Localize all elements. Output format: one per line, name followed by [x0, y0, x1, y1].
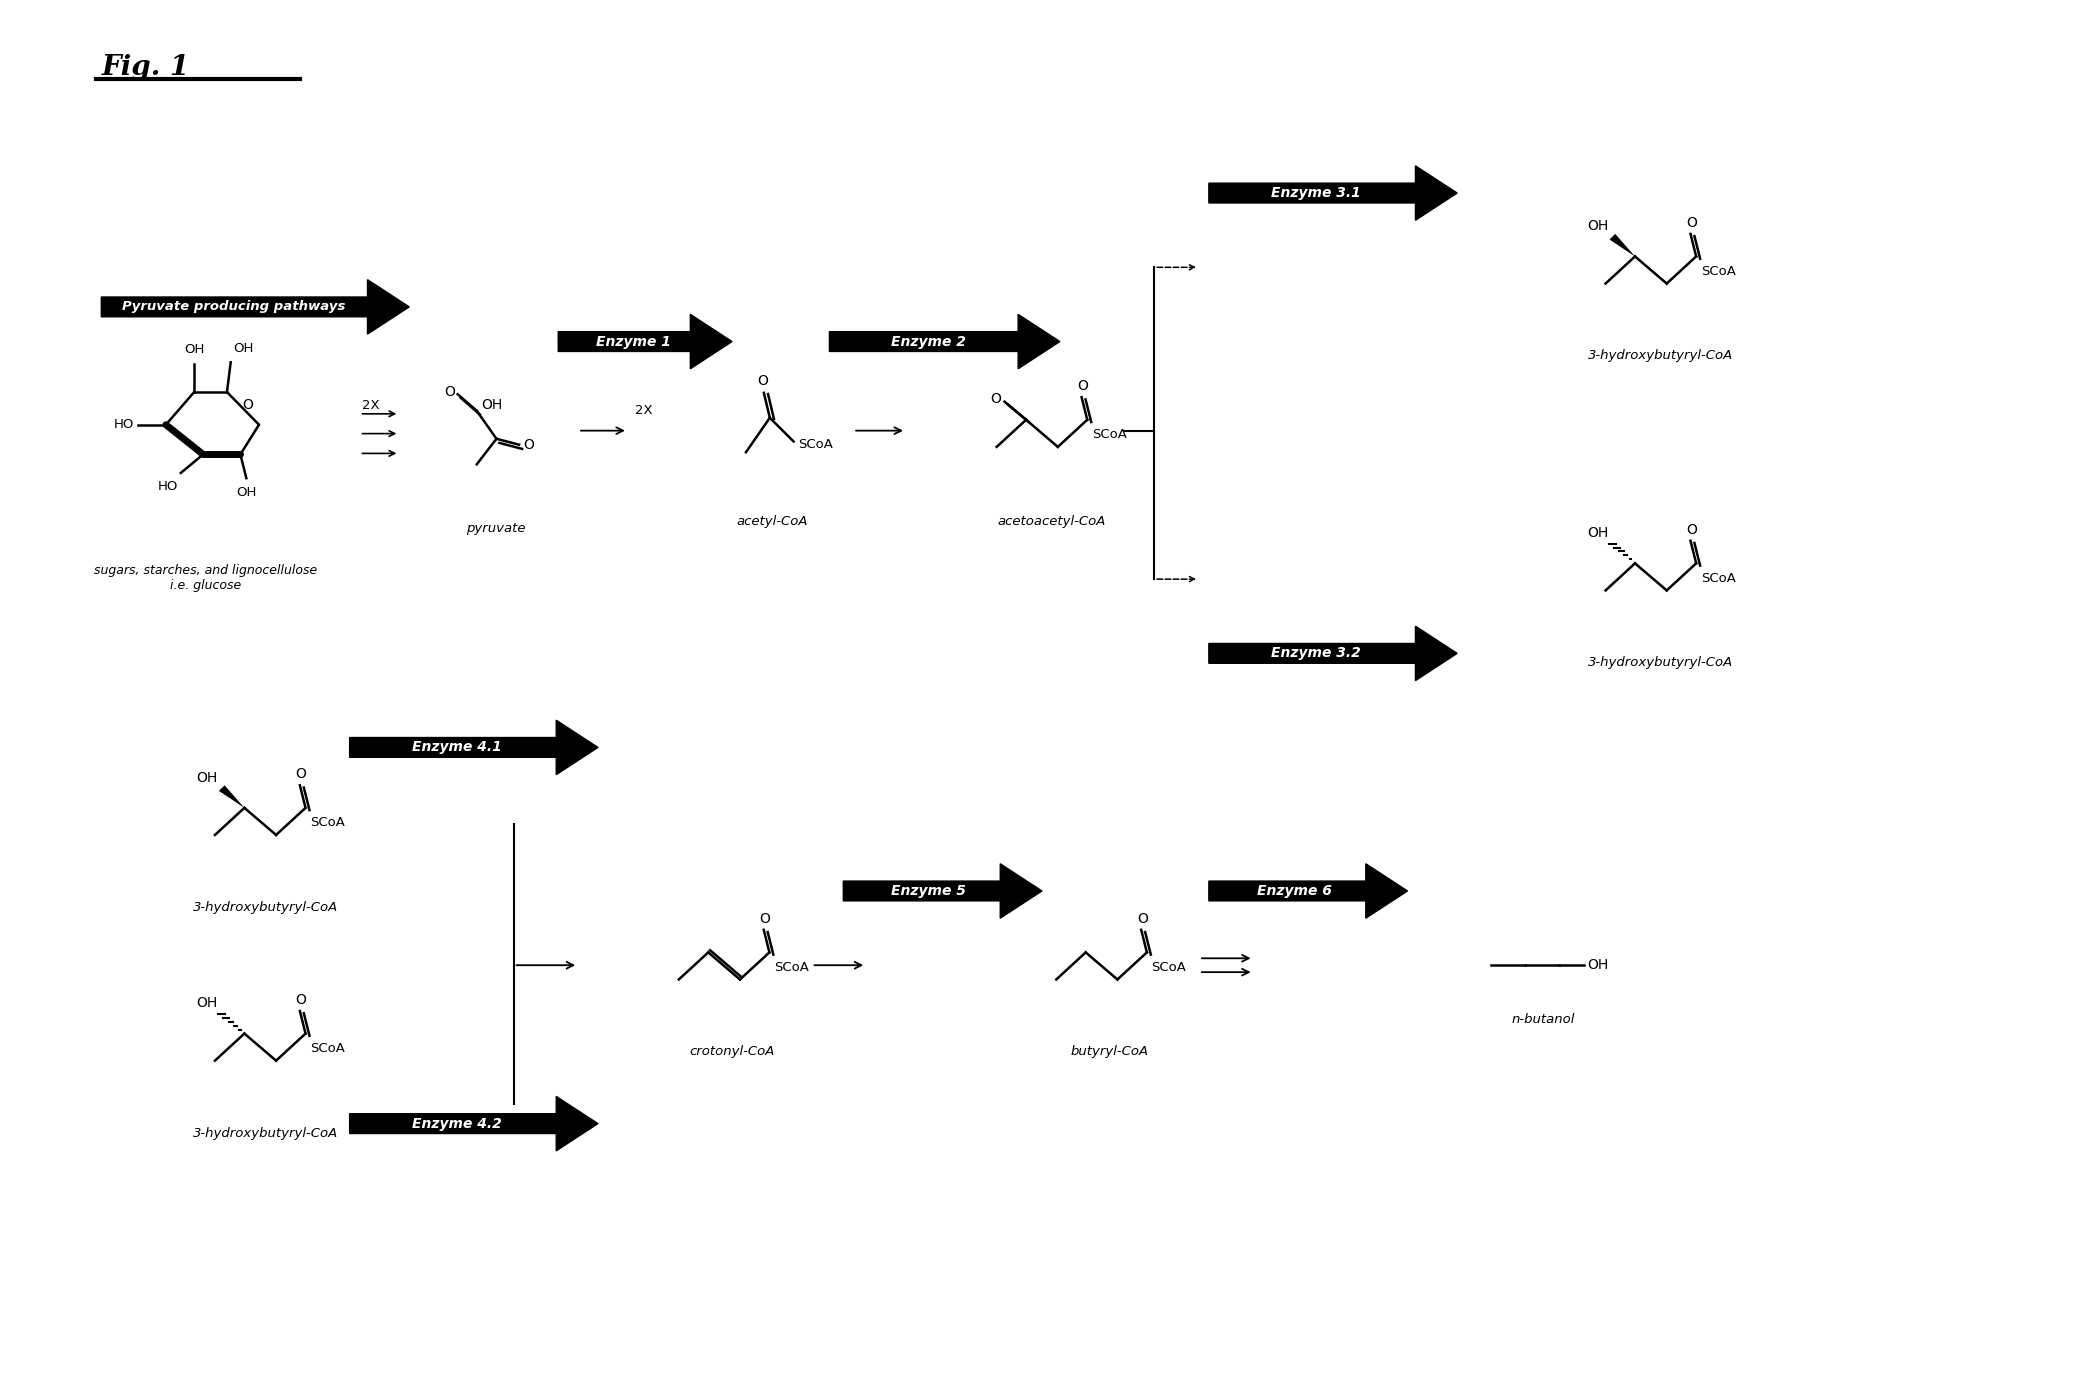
- Text: OH: OH: [1587, 526, 1608, 541]
- Text: O: O: [1687, 523, 1697, 537]
- Text: OH: OH: [185, 343, 203, 357]
- FancyArrow shape: [102, 279, 409, 335]
- FancyArrow shape: [830, 314, 1060, 369]
- Text: Enzyme 5: Enzyme 5: [892, 884, 967, 898]
- Text: OH: OH: [232, 342, 253, 355]
- FancyArrow shape: [1210, 864, 1407, 918]
- Text: SCoA: SCoA: [1091, 429, 1127, 441]
- Text: Enzyme 4.2: Enzyme 4.2: [411, 1116, 502, 1131]
- Text: 3-hydroxybutyryl-CoA: 3-hydroxybutyryl-CoA: [193, 1127, 338, 1140]
- FancyArrow shape: [349, 721, 598, 774]
- Text: Enzyme 2: Enzyme 2: [890, 335, 967, 349]
- Text: O: O: [1077, 379, 1087, 393]
- Text: Fig. 1: Fig. 1: [102, 54, 189, 82]
- Text: 3-hydroxybutyryl-CoA: 3-hydroxybutyryl-CoA: [1587, 350, 1733, 362]
- Text: SCoA: SCoA: [797, 438, 832, 451]
- Text: Pyruvate producing pathways: Pyruvate producing pathways: [122, 300, 344, 314]
- Text: sugars, starches, and lignocellulose
i.e. glucose: sugars, starches, and lignocellulose i.e…: [93, 564, 317, 592]
- Text: Enzyme 6: Enzyme 6: [1257, 884, 1332, 898]
- Text: acetyl-CoA: acetyl-CoA: [737, 514, 807, 528]
- Text: 2X: 2X: [361, 398, 380, 412]
- Text: butyryl-CoA: butyryl-CoA: [1071, 1046, 1150, 1058]
- Text: O: O: [757, 373, 768, 389]
- Text: O: O: [1137, 911, 1147, 925]
- Text: OH: OH: [1587, 958, 1608, 972]
- Text: Enzyme 3.2: Enzyme 3.2: [1270, 646, 1361, 661]
- Text: pyruvate: pyruvate: [467, 521, 525, 535]
- Text: OH: OH: [197, 770, 218, 784]
- Polygon shape: [1610, 234, 1635, 256]
- Text: HO: HO: [114, 418, 135, 431]
- Text: Enzyme 4.1: Enzyme 4.1: [411, 740, 502, 755]
- Text: acetoacetyl-CoA: acetoacetyl-CoA: [998, 514, 1106, 528]
- Text: 2X: 2X: [635, 404, 652, 418]
- Text: SCoA: SCoA: [774, 961, 809, 974]
- Text: O: O: [523, 437, 533, 452]
- Text: OH: OH: [237, 485, 257, 499]
- FancyArrow shape: [842, 864, 1042, 918]
- Text: Enzyme 1: Enzyme 1: [596, 335, 670, 349]
- Text: n-butanol: n-butanol: [1513, 1012, 1575, 1026]
- Text: O: O: [295, 768, 307, 781]
- Text: OH: OH: [197, 996, 218, 1011]
- FancyArrow shape: [1210, 626, 1457, 680]
- Text: SCoA: SCoA: [309, 1041, 344, 1055]
- Text: O: O: [444, 384, 454, 398]
- Text: 3-hydroxybutyryl-CoA: 3-hydroxybutyryl-CoA: [193, 900, 338, 914]
- Text: O: O: [295, 993, 307, 1007]
- Text: SCoA: SCoA: [1152, 961, 1187, 974]
- Text: SCoA: SCoA: [309, 816, 344, 830]
- Text: O: O: [1687, 216, 1697, 230]
- Text: Enzyme 3.1: Enzyme 3.1: [1270, 187, 1361, 201]
- FancyArrow shape: [558, 314, 732, 369]
- Text: 3-hydroxybutyryl-CoA: 3-hydroxybutyryl-CoA: [1587, 657, 1733, 669]
- FancyArrow shape: [1210, 166, 1457, 220]
- Text: SCoA: SCoA: [1702, 266, 1735, 278]
- FancyArrow shape: [349, 1097, 598, 1151]
- Text: crotonyl-CoA: crotonyl-CoA: [689, 1046, 774, 1058]
- Text: O: O: [759, 911, 770, 925]
- Text: HO: HO: [158, 480, 178, 492]
- Text: OH: OH: [1587, 220, 1608, 234]
- Text: O: O: [243, 398, 253, 412]
- Text: OH: OH: [481, 398, 502, 412]
- Text: SCoA: SCoA: [1702, 571, 1735, 585]
- Text: O: O: [990, 391, 1002, 407]
- Polygon shape: [218, 786, 245, 808]
